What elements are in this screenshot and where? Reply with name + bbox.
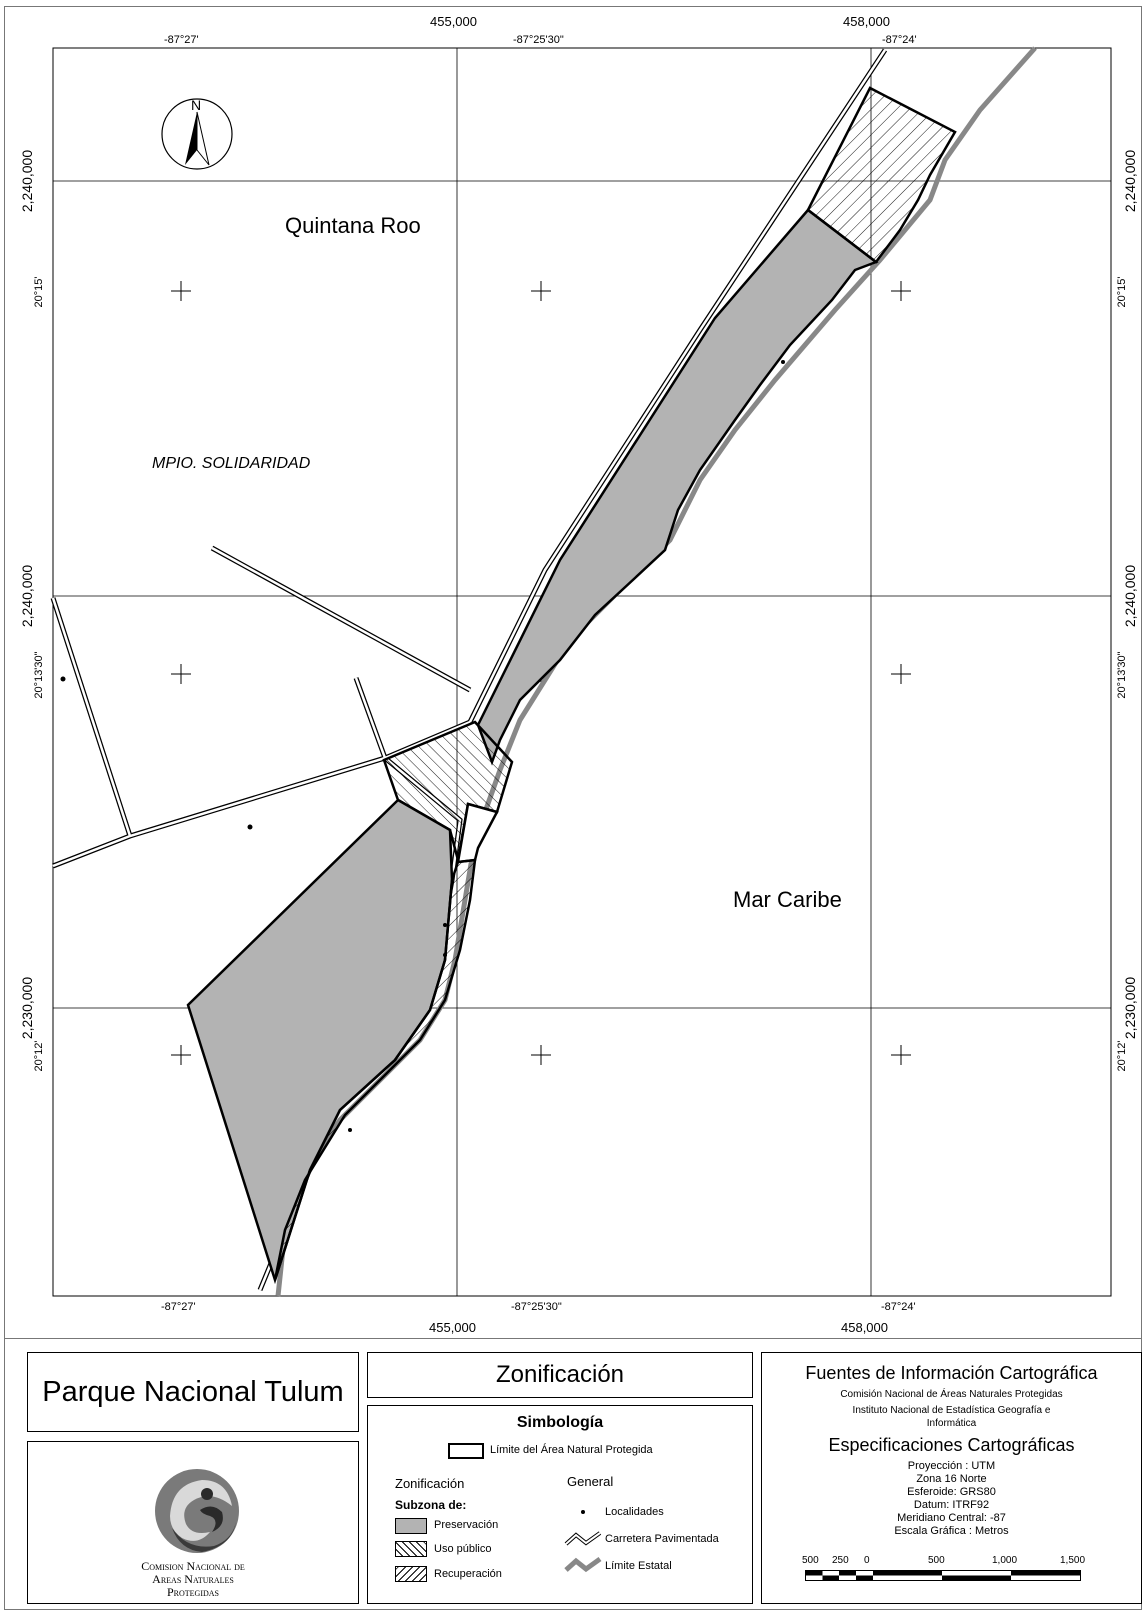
general-label-state-limit: Límite Estatal [605, 1560, 672, 1572]
left-northing-2: 2,240,000 [19, 564, 35, 628]
left-latitude-2: 20°13'30" [33, 651, 45, 699]
boundary-label: Límite del Área Natural Protegida [490, 1444, 653, 1456]
map-frame [52, 47, 1112, 1297]
bottom-easting-1: 455,000 [429, 1320, 476, 1335]
map-canvas [50, 46, 1112, 1297]
top-longitude-3: -87°24' [882, 34, 917, 46]
spec-title: Especificaciones Cartográficas [828, 1435, 1075, 1455]
coastal-strip-white [456, 802, 499, 864]
scale-bar [805, 1570, 1081, 1581]
bottom-longitude-1: -87°27' [161, 1301, 196, 1313]
swatch-recovery [395, 1566, 427, 1582]
left-latitude-1: 20°15' [33, 276, 45, 308]
zoning-title: Zonificación [495, 1361, 625, 1388]
boundary-swatch [448, 1443, 484, 1459]
spec-line-5: Meridiano Central: -87 [897, 1512, 1006, 1524]
scale-label-500: 500 [928, 1555, 945, 1566]
agency-logo-box: Comision Nacional de Areas Naturales Pro… [27, 1441, 359, 1604]
sources-line-3: Informática [926, 1418, 977, 1429]
spec-line-6: Escala Gráfica : Metros [894, 1525, 1009, 1537]
general-label-localities: Localidades [605, 1506, 664, 1518]
state-label: Quintana Roo [285, 213, 421, 238]
bottom-longitude-2: -87°25'30" [511, 1301, 562, 1313]
scale-label-250: 250 [832, 1555, 849, 1566]
right-northing-2: 2,240,000 [1122, 564, 1138, 628]
sources-box: Fuentes de Información Cartográfica Comi… [761, 1352, 1142, 1604]
north-arrow-icon [161, 98, 233, 170]
north-label: N [191, 97, 202, 113]
legend-box: Simbología Límite del Área Natural Prote… [367, 1405, 753, 1604]
conanp-logo-icon [155, 1469, 239, 1553]
left-latitude-3: 20°12' [33, 1040, 45, 1072]
subzone-label-preservation: Preservación [434, 1519, 499, 1531]
top-longitude-2: -87°25'30" [513, 34, 564, 46]
subzone-header: Subzona de: [395, 1498, 467, 1512]
scale-label-1500: 1,500 [1060, 1555, 1086, 1566]
municipality-label: MPIO. SOLIDARIDAD [152, 455, 311, 472]
right-latitude-3: 20°12' [1116, 1040, 1128, 1072]
top-easting-2: 458,000 [843, 14, 890, 29]
zone-recovery-north [806, 86, 957, 264]
right-northing-1: 2,240,000 [1122, 149, 1138, 213]
sea-label: Mar Caribe [733, 887, 842, 912]
zoning-header: Zonificación [395, 1476, 465, 1491]
top-longitude-1: -87°27' [164, 34, 199, 46]
subzone-label-public-use: Uso público [434, 1543, 492, 1555]
spec-line-2: Zona 16 Norte [916, 1473, 987, 1485]
locality-symbol-icon [581, 1510, 585, 1514]
scale-label-500-left: 500 [802, 1555, 819, 1566]
spec-line-1: Proyección : UTM [907, 1460, 996, 1472]
zoning-title-box: Zonificación [367, 1352, 753, 1398]
bottom-longitude-3: -87°24' [881, 1301, 916, 1313]
road-symbol-icon [564, 1531, 602, 1546]
general-header: General [567, 1474, 614, 1489]
sources-line-2: Instituto Nacional de Estadística Geogra… [852, 1405, 1051, 1416]
logo-text-2: Areas Naturales [152, 1572, 234, 1586]
scale-label-1000: 1,000 [992, 1555, 1018, 1566]
swatch-public-use [395, 1541, 427, 1557]
logo-text-1: Comision Nacional de [141, 1559, 245, 1573]
swatch-preservation [395, 1518, 427, 1534]
zone-recovery-south [273, 858, 477, 1281]
park-title: Parque Nacional Tulum [42, 1376, 344, 1408]
sources-line-1: Comisión Nacional de Áreas Naturales Pro… [840, 1389, 1063, 1400]
spec-line-4: Datum: ITRF92 [913, 1499, 990, 1511]
logo-text-3: Protegidas [166, 1585, 219, 1599]
right-latitude-1: 20°15' [1116, 276, 1128, 308]
legend-title: Simbología [516, 1414, 604, 1431]
bottom-easting-2: 458,000 [841, 1320, 888, 1335]
top-easting-1: 455,000 [430, 14, 477, 29]
park-title-box: Parque Nacional Tulum [27, 1352, 359, 1432]
general-label-road: Carretera Pavimentada [605, 1533, 719, 1545]
state-limit-symbol-icon [564, 1556, 602, 1573]
right-latitude-2: 20°13'30" [1116, 651, 1128, 699]
subzone-label-recovery: Recuperación [434, 1568, 502, 1580]
scale-label-0: 0 [864, 1555, 870, 1566]
spec-line-3: Esferoide: GRS80 [907, 1486, 996, 1498]
sources-title: Fuentes de Información Cartográfica [805, 1363, 1098, 1383]
locality-dots [60, 360, 785, 1132]
left-northing-1: 2,240,000 [19, 149, 35, 213]
